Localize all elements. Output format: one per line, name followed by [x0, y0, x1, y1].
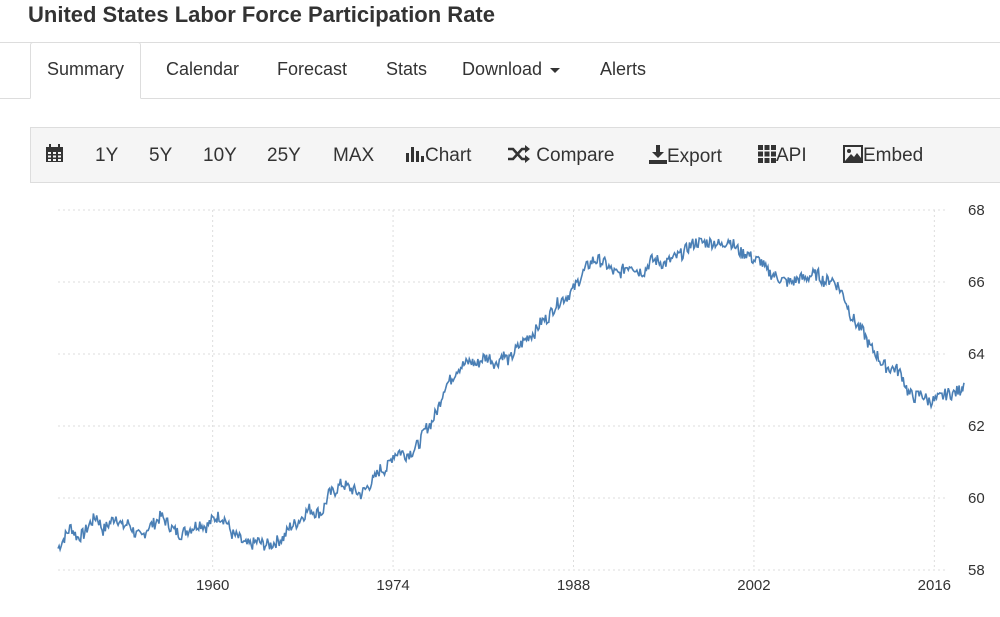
series-layer — [57, 235, 965, 553]
image-icon — [843, 145, 863, 163]
line-chart: 58 60 62 64 66 68 1960 1974 1988 2002 2016 — [57, 202, 985, 594]
series-line — [57, 235, 965, 553]
x-tick-label: 1988 — [557, 577, 590, 594]
compare-button-label: Compare — [536, 145, 615, 166]
page-title: United States Labor Force Participation … — [28, 2, 495, 27]
tab-bar: Summary Calendar Forecast Stats Download… — [0, 42, 1000, 99]
tab-summary-label: Summary — [47, 59, 125, 79]
y-tick-label: 68 — [968, 202, 985, 219]
range-1y-button[interactable]: 1Y — [95, 145, 119, 166]
export-button-label: Export — [667, 146, 722, 167]
tab-forecast-label: Forecast — [277, 59, 348, 79]
y-tick-label: 58 — [968, 562, 985, 579]
embed-button-label: Embed — [863, 145, 924, 166]
tab-stats-label: Stats — [386, 59, 428, 79]
grid-icon — [758, 145, 776, 163]
y-tick-label: 60 — [968, 490, 985, 507]
y-tick-label: 62 — [968, 418, 985, 435]
download-icon — [649, 145, 667, 164]
shuffle-icon — [508, 145, 530, 163]
x-tick-label: 1960 — [196, 577, 229, 594]
api-button[interactable]: API — [758, 145, 807, 167]
tab-alerts[interactable]: Alerts — [600, 59, 646, 80]
export-button[interactable]: Export — [649, 145, 722, 168]
tab-calendar-label: Calendar — [166, 59, 240, 79]
tab-stats[interactable]: Stats — [386, 59, 427, 80]
x-tick-label: 2002 — [737, 577, 770, 594]
y-tick-label: 66 — [968, 274, 985, 291]
tab-download-label: Download — [462, 59, 543, 79]
chart-button-label: Chart — [425, 145, 472, 166]
compare-button[interactable]: Compare — [507, 145, 614, 167]
axis-ticks: 58 60 62 64 66 68 1960 1974 1988 2002 2016 — [196, 202, 985, 594]
chart-toolbar: 1Y 5Y 10Y 25Y MAX Chart Compare Export — [30, 127, 1000, 183]
chart-container: 58 60 62 64 66 68 1960 1974 1988 2002 2016 — [0, 190, 1000, 612]
y-tick-label: 64 — [968, 346, 985, 363]
chevron-down-icon — [550, 67, 561, 73]
tab-calendar[interactable]: Calendar — [166, 59, 239, 80]
range-max-button[interactable]: MAX — [333, 145, 375, 166]
tab-summary[interactable]: Summary — [30, 42, 142, 99]
x-tick-label: 2016 — [918, 577, 951, 594]
tab-forecast[interactable]: Forecast — [277, 59, 347, 80]
calendar-button[interactable] — [45, 144, 64, 167]
range-10y-button[interactable]: 10Y — [203, 145, 237, 166]
calendar-icon — [46, 144, 63, 162]
x-tick-label: 1974 — [376, 577, 409, 594]
range-25y-button[interactable]: 25Y — [267, 145, 301, 166]
tab-download[interactable]: Download — [462, 59, 561, 80]
grid-lines — [58, 209, 948, 571]
bar-chart-icon — [406, 147, 424, 162]
embed-button[interactable]: Embed — [843, 145, 923, 167]
chart-button[interactable]: Chart — [405, 145, 471, 167]
api-button-label: API — [776, 145, 807, 166]
range-5y-button[interactable]: 5Y — [149, 145, 173, 166]
tab-alerts-label: Alerts — [600, 59, 647, 79]
